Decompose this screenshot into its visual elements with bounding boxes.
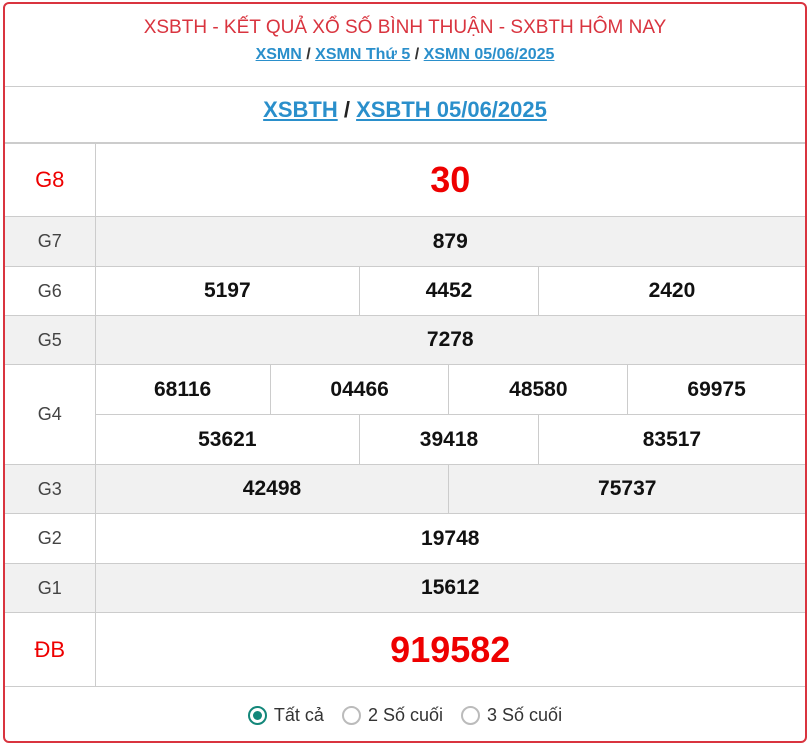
results-panel: XSBTH - KẾT QUẢ XỔ SỐ BÌNH THUẬN - SXBTH… <box>3 2 807 743</box>
prize-number: 83517 <box>537 414 805 465</box>
option-label: 2 Số cuối <box>367 704 444 725</box>
row-g2: G2 19748 <box>5 513 805 564</box>
row-g5: G5 7278 <box>5 315 805 365</box>
prize-label: G7 <box>5 216 96 267</box>
row-g4: G4 68116 04466 48580 69975 <box>5 364 805 465</box>
prize-number: 7278 <box>94 315 805 365</box>
radio-unchecked-icon[interactable] <box>341 705 361 725</box>
row-g1: G1 15612 <box>5 563 805 613</box>
row-g3: G3 42498 75737 <box>5 464 805 514</box>
prize-number: 69975 <box>627 364 805 415</box>
prize-label: G1 <box>5 563 96 613</box>
radio-checked-icon[interactable] <box>247 705 267 725</box>
link-xsmn[interactable]: XSMN <box>255 46 302 63</box>
filter-3-digits[interactable]: 3 Số cuối <box>461 705 562 726</box>
special-prize-number: 919582 <box>94 612 805 687</box>
prize-number: 04466 <box>269 364 450 415</box>
prize-number: 879 <box>94 216 805 267</box>
separator: / <box>306 46 311 63</box>
filter-2-digits[interactable]: 2 Số cuối <box>341 704 444 726</box>
separator: / <box>343 97 350 122</box>
subheader: XSBTH / XSBTH 05/06/2025 <box>5 87 805 143</box>
prize-number: 4452 <box>359 266 539 316</box>
radio-unchecked-icon[interactable] <box>461 705 481 725</box>
separator: / <box>414 46 420 63</box>
filter-all[interactable]: Tất cả <box>247 704 324 726</box>
prize-number: 19748 <box>94 513 805 564</box>
prize-label: ĐB <box>5 612 96 687</box>
option-label: 3 Số cuối <box>487 704 563 725</box>
prize-number: 68116 <box>94 364 271 415</box>
prize-number: 53621 <box>94 414 361 465</box>
prize-number: 48580 <box>448 364 629 415</box>
prize-number: 15612 <box>94 563 805 613</box>
prize-label: G3 <box>5 464 96 514</box>
prize-number: 75737 <box>448 464 805 514</box>
results-table: G8 30 G7 879 G6 5197 4452 2420 G5 7278 G4 68116… <box>5 143 805 687</box>
row-g6: G6 5197 4452 2420 <box>5 266 805 316</box>
row-g4b: 53621 39418 83517 <box>5 414 805 465</box>
prize-label: G6 <box>5 266 96 316</box>
prize-number: 39418 <box>359 414 539 465</box>
link-xsmn-thu5[interactable]: XSMN Thứ 5 <box>315 46 411 63</box>
header: XSBTH - KẾT QUẢ XỔ SỐ BÌNH THUẬN - SXBTH… <box>5 4 805 87</box>
link-xsmn-date[interactable]: XSMN 05/06/2025 <box>423 46 555 63</box>
option-label: Tất cả <box>273 704 324 725</box>
prize-label: G4 <box>5 364 96 465</box>
row-g7: G7 879 <box>5 216 805 267</box>
page-title: XSBTH - KẾT QUẢ XỔ SỐ BÌNH THUẬN - SXBTH… <box>143 17 667 38</box>
row-g8: G8 30 <box>5 143 805 217</box>
row-special: ĐB 919582 <box>5 612 805 687</box>
prize-label: G5 <box>5 315 96 365</box>
breadcrumb: XSMN / XSMN Thứ 5 / XSMN 05/06/2025 <box>5 46 805 64</box>
digit-filter: Tất cả 2 Số cuối 3 Số cuối <box>5 687 805 741</box>
prize-number: 2420 <box>537 266 805 316</box>
prize-label: G8 <box>5 143 96 217</box>
prize-label: G2 <box>5 513 96 564</box>
prize-number: 5197 <box>94 266 361 316</box>
link-xsbth[interactable]: XSBTH <box>263 97 338 122</box>
prize-number: 42498 <box>94 464 450 514</box>
link-xsbth-date[interactable]: XSBTH 05/06/2025 <box>356 97 547 122</box>
prize-number: 30 <box>94 143 805 217</box>
